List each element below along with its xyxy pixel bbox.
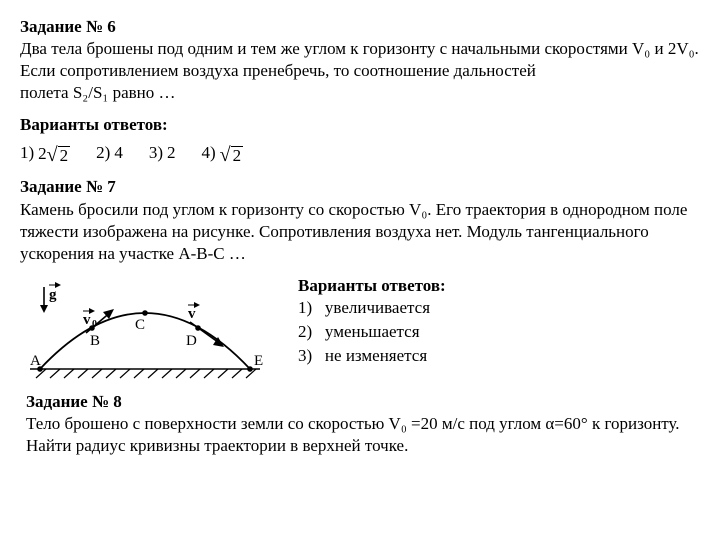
- svg-text:A: A: [30, 353, 41, 369]
- opt-number: 4): [202, 142, 216, 164]
- task-6-opt-1: 1) 2√2: [20, 140, 70, 166]
- task-6-opt-3: 3) 2: [149, 142, 176, 164]
- trajectory-diagram: A B C D E g v 0 v: [20, 275, 270, 381]
- task-6-text: Два тела брошены под одним и тем же угло…: [20, 38, 700, 82]
- svg-text:g: g: [49, 287, 57, 303]
- task-7-opt-2: 2) уменьшается: [298, 321, 446, 343]
- opt-number: 3): [298, 346, 312, 365]
- task-7-answers: Варианты ответов: 1) увеличивается 2) ум…: [298, 275, 446, 381]
- task-7-text: Камень бросили под углом к горизонту со …: [20, 199, 700, 265]
- svg-text:E: E: [254, 353, 263, 369]
- task-7-answers-label: Варианты ответов:: [298, 275, 446, 297]
- svg-text:B: B: [90, 333, 100, 349]
- opt-number: 2): [96, 142, 110, 164]
- svg-text:v: v: [83, 312, 91, 328]
- opt-value: увеличивается: [325, 298, 430, 317]
- task-8-title: Задание № 8: [26, 391, 700, 413]
- opt-value: уменьшается: [325, 322, 420, 341]
- opt-value: 2√2: [38, 140, 70, 166]
- task-7: Задание № 7 Камень бросили под углом к г…: [20, 176, 700, 264]
- opt-value: √2: [220, 140, 243, 166]
- task-6-answers: 1) 2√2 2) 4 3) 2 4) √2: [20, 140, 700, 166]
- task-6-title: Задание № 6: [20, 16, 700, 38]
- opt-number: 2): [298, 322, 312, 341]
- opt-value: не изменяется: [325, 346, 427, 365]
- task-6-text-2: полета S₂/S₁ равно …: [20, 82, 700, 104]
- task-6-answers-label: Варианты ответов:: [20, 114, 700, 136]
- task-8: Задание № 8 Тело брошено с поверхности з…: [26, 391, 700, 457]
- svg-text:C: C: [135, 317, 145, 333]
- opt-number: 3): [149, 142, 163, 164]
- opt-number: 1): [298, 298, 312, 317]
- task-8-text: Тело брошено с поверхности земли со скор…: [26, 413, 700, 457]
- svg-text:0: 0: [92, 319, 97, 330]
- task-7-opt-1: 1) увеличивается: [298, 297, 446, 319]
- task-7-title: Задание № 7: [20, 176, 700, 198]
- task-7-opt-3: 3) не изменяется: [298, 345, 446, 367]
- svg-text:D: D: [186, 333, 197, 349]
- task-6-opt-2: 2) 4: [96, 142, 123, 164]
- opt-value: 2: [167, 142, 176, 164]
- task-6: Задание № 6 Два тела брошены под одним и…: [20, 16, 700, 104]
- opt-value: 4: [114, 142, 123, 164]
- task-7-content-row: A B C D E g v 0 v Варианты ответ: [20, 275, 700, 381]
- opt-number: 1): [20, 142, 34, 164]
- task-6-opt-4: 4) √2: [202, 140, 244, 166]
- svg-text:v: v: [188, 306, 196, 322]
